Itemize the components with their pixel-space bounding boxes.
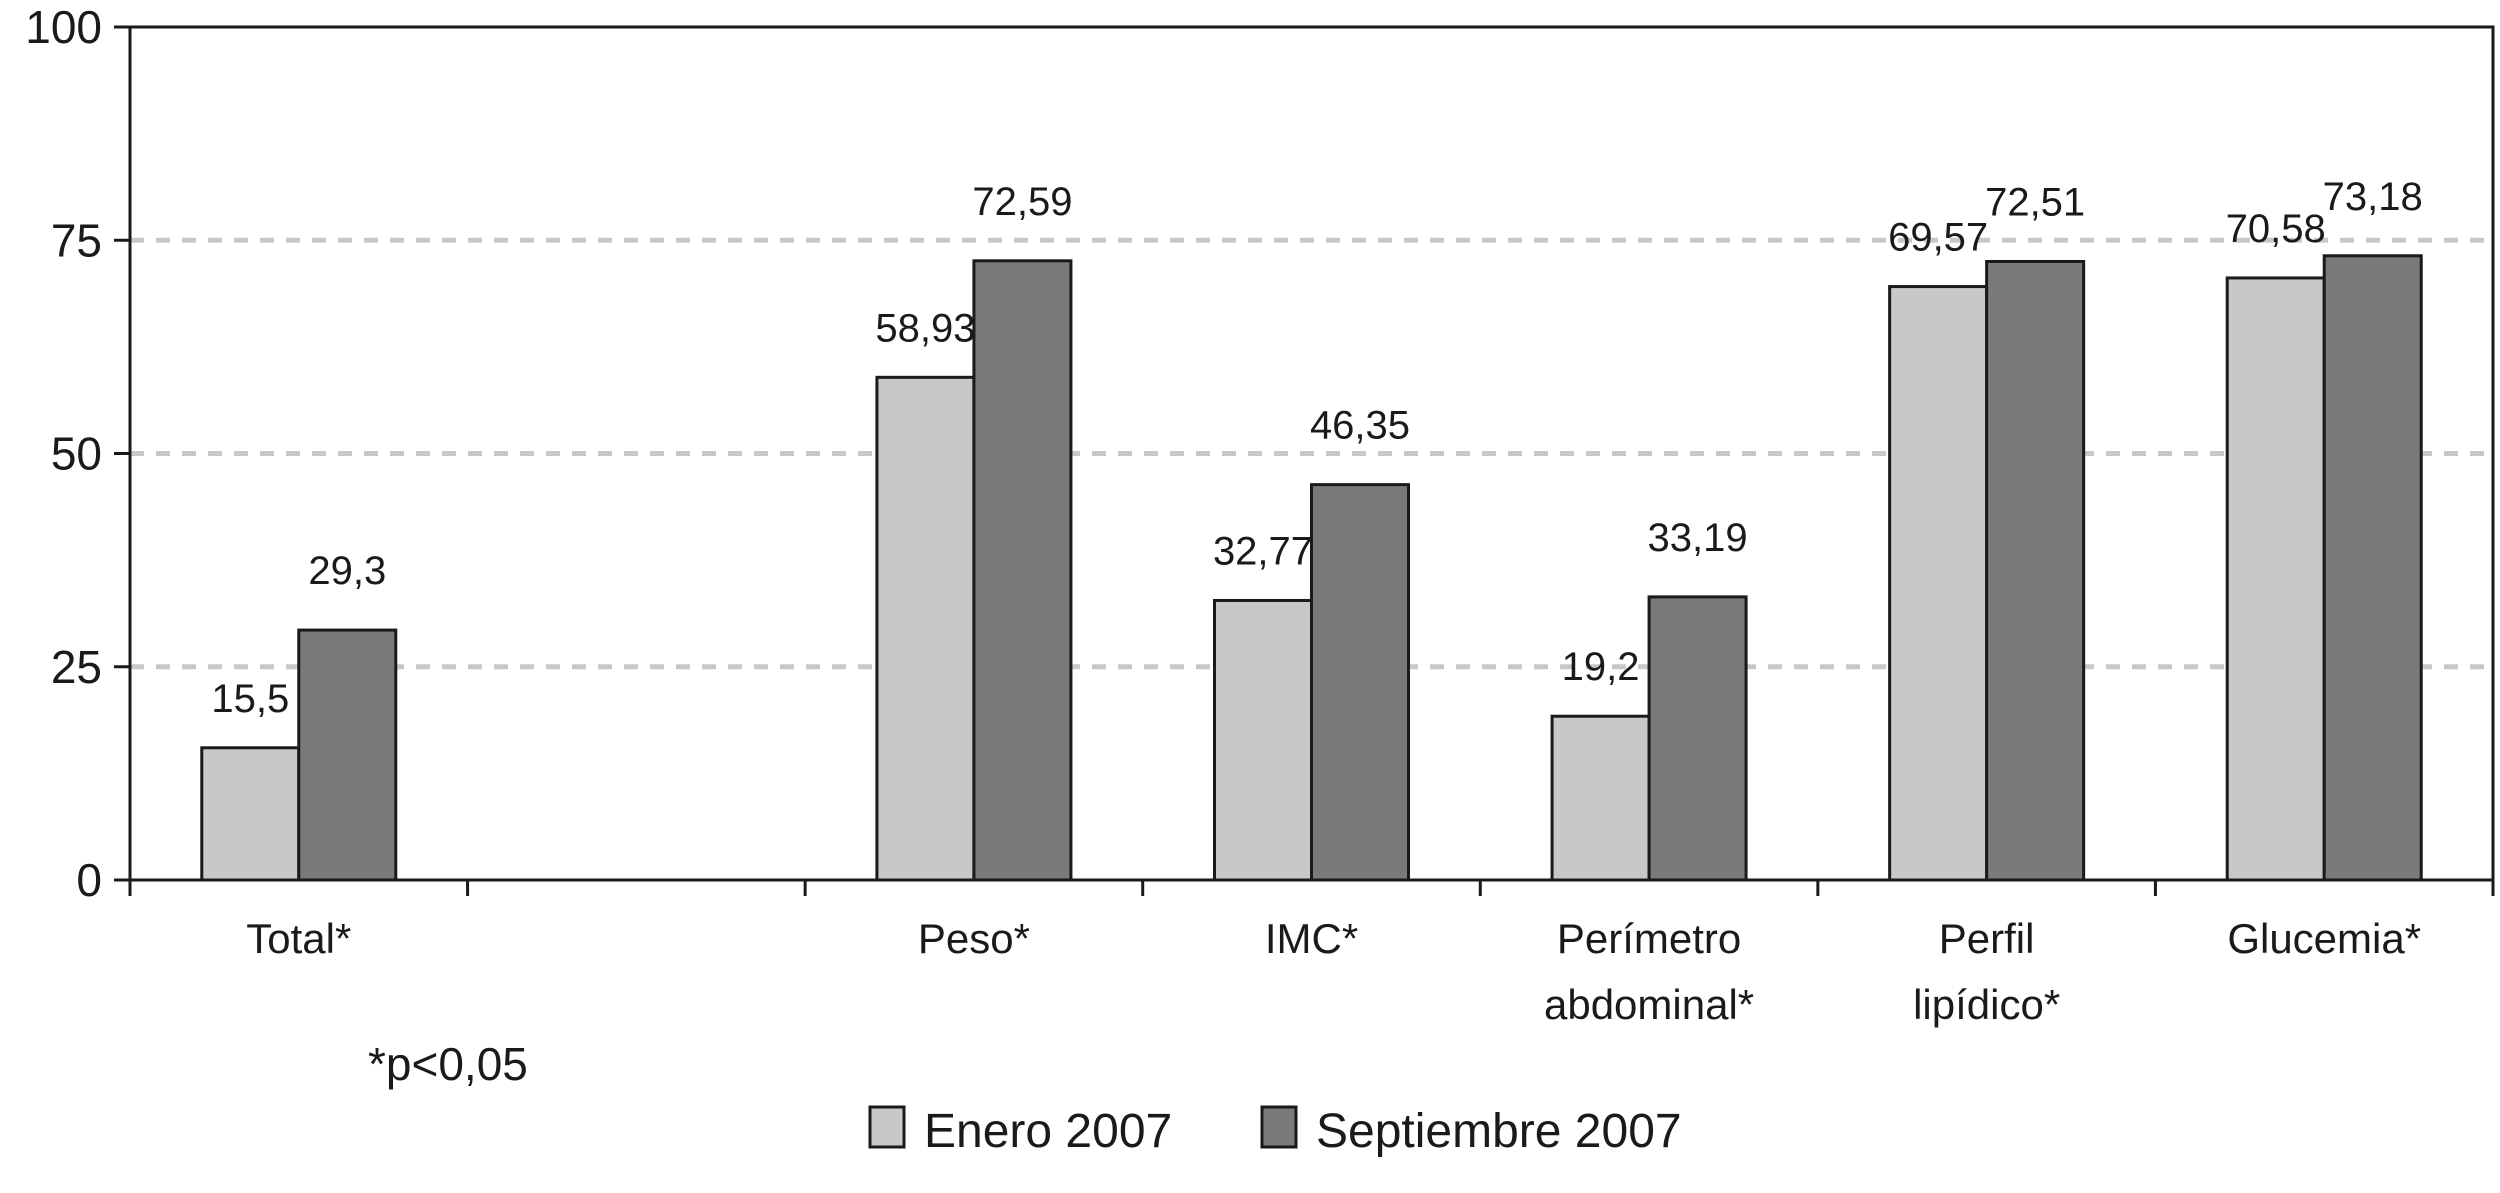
legend-label-enero: Enero 2007: [924, 1105, 1172, 1158]
bar-enero-0: [200, 746, 301, 882]
y-tick-label-75: 75: [51, 214, 102, 266]
category-label: lipídico*: [1913, 981, 2060, 1028]
bars: [200, 254, 2423, 882]
value-label: 32,77: [1213, 529, 1313, 573]
y-tick-label-100: 100: [25, 1, 102, 53]
y-tick-label-50: 50: [51, 428, 102, 480]
legend-label-septiembre: Septiembre 2007: [1316, 1105, 1682, 1158]
bar-septiembre-0: [297, 628, 398, 882]
category-label: Glucemia*: [2227, 915, 2421, 962]
bar-septiembre-4: [1647, 595, 1748, 882]
bar-enero-2: [875, 375, 976, 882]
bar-septiembre-3: [1310, 483, 1410, 882]
legend: Enero 2007 Septiembre 2007: [868, 1105, 1682, 1158]
value-label: 72,51: [1985, 180, 2085, 224]
value-label: 70,58: [2226, 207, 2326, 251]
y-tick-label-0: 0: [76, 854, 102, 906]
category-label: Perímetro: [1557, 915, 1741, 962]
value-label: 19,2: [1562, 645, 1640, 689]
bar-septiembre-2: [972, 259, 1073, 882]
plot-frame: [128, 25, 2495, 882]
category-label: IMC*: [1265, 915, 1358, 962]
bar-septiembre-6: [2322, 254, 2423, 882]
value-label: 58,93: [875, 306, 975, 350]
legend-swatch-enero: [868, 1105, 906, 1149]
value-label: 46,35: [1310, 404, 1410, 448]
axes: [114, 25, 2495, 896]
bar-enero-3: [1213, 598, 1313, 882]
value-label: 15,5: [211, 677, 289, 721]
category-label: Perfil: [1939, 915, 2035, 962]
category-label: Total*: [246, 915, 351, 962]
bar-enero-6: [2225, 276, 2326, 882]
y-tick-label-25: 25: [51, 641, 102, 693]
bar-enero-4: [1550, 714, 1651, 882]
category-label: Peso*: [918, 915, 1030, 962]
value-label: 73,18: [2323, 175, 2423, 219]
value-label: 72,59: [972, 180, 1072, 224]
significance-note: *p<0,05: [368, 1038, 528, 1090]
legend-swatch-septiembre: [1260, 1105, 1298, 1149]
category-label: abdominal*: [1544, 981, 1754, 1028]
bar-septiembre-5: [1985, 259, 2086, 882]
labels: 0 25 50 75 100 15,5 29,3 Total* 58,93 72,59 Peso* 3…: [25, 1, 2423, 1028]
value-label: 29,3: [308, 549, 386, 593]
value-label: 69,57: [1888, 216, 1988, 260]
bar-enero-5: [1888, 285, 1989, 882]
value-label: 33,19: [1648, 516, 1748, 560]
